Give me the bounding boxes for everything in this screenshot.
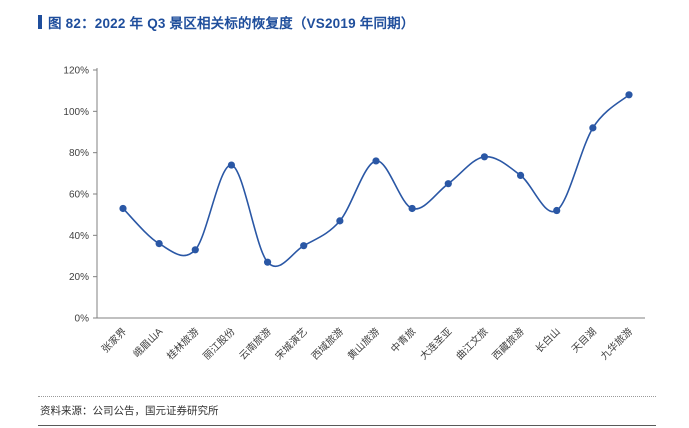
figure-header: 图 82：2022 年 Q3 景区相关标的恢复度（VS2019 年同期） <box>38 12 415 32</box>
y-tick-label: 40% <box>69 231 89 242</box>
data-point-marker <box>408 204 416 213</box>
series-line <box>122 94 630 268</box>
data-point-marker <box>300 242 308 250</box>
data-point-marker <box>480 153 489 161</box>
data-point-marker <box>227 161 236 169</box>
line-chart: 0% 20% 40% 60% 80% 100% 120% 张家界 峨眉山A 桂林旅游 丽江股份 云南旅… <box>63 66 645 363</box>
data-point-marker <box>191 246 199 254</box>
x-tick-label: 桂林旅游 <box>164 325 201 362</box>
y-tick-label: 0% <box>75 314 90 325</box>
x-tick-label: 天目湖 <box>569 326 599 356</box>
x-tick-label: 宋城演艺 <box>272 325 309 362</box>
data-point-marker <box>119 204 127 213</box>
data-point-marker <box>336 217 344 225</box>
x-tick-label: 西藏旅游 <box>489 325 526 362</box>
data-point-marker <box>625 91 633 99</box>
data-point-marker <box>553 206 561 215</box>
x-tick-label: 大连圣亚 <box>417 325 454 362</box>
x-tick-label: 中青旅 <box>388 325 418 355</box>
x-tick-label: 西域旅游 <box>309 325 346 362</box>
data-point-marker <box>444 180 452 188</box>
y-tick-label: 20% <box>69 272 89 283</box>
figure-footer: 资料来源：公司公告，国元证券研究所 <box>38 396 656 426</box>
x-tick-label: 九华旅游 <box>598 325 635 362</box>
source-text: 资料来源：公司公告，国元证券研究所 <box>40 405 219 417</box>
y-tick-label: 120% <box>63 66 89 77</box>
data-point-marker <box>589 124 597 132</box>
figure-title: 图 82：2022 年 Q3 景区相关标的恢复度（VS2019 年同期） <box>48 16 415 31</box>
y-tick-label: 60% <box>69 190 89 201</box>
chart-area: 0% 20% 40% 60% 80% 100% 120% 张家界 峨眉山A 桂林旅游 丽江股份 云南旅… <box>0 56 689 394</box>
x-tick-label: 丽江股份 <box>201 326 238 363</box>
x-tick-label: 长白山 <box>532 325 562 355</box>
y-tick-label: 100% <box>63 107 89 118</box>
x-tick-label: 峨眉山A <box>131 325 166 360</box>
x-tick-label: 黄山旅游 <box>345 325 382 362</box>
x-tick-label: 云南旅游 <box>236 325 273 362</box>
y-tick-label: 80% <box>69 148 89 159</box>
data-point-marker <box>516 171 525 179</box>
x-tick-label: 曲江文旅 <box>453 325 490 362</box>
data-point-marker <box>372 157 380 165</box>
data-point-marker <box>263 258 272 266</box>
data-point-marker <box>155 240 163 248</box>
x-tick-label: 张家界 <box>99 325 129 355</box>
title-accent-bar <box>38 15 42 29</box>
